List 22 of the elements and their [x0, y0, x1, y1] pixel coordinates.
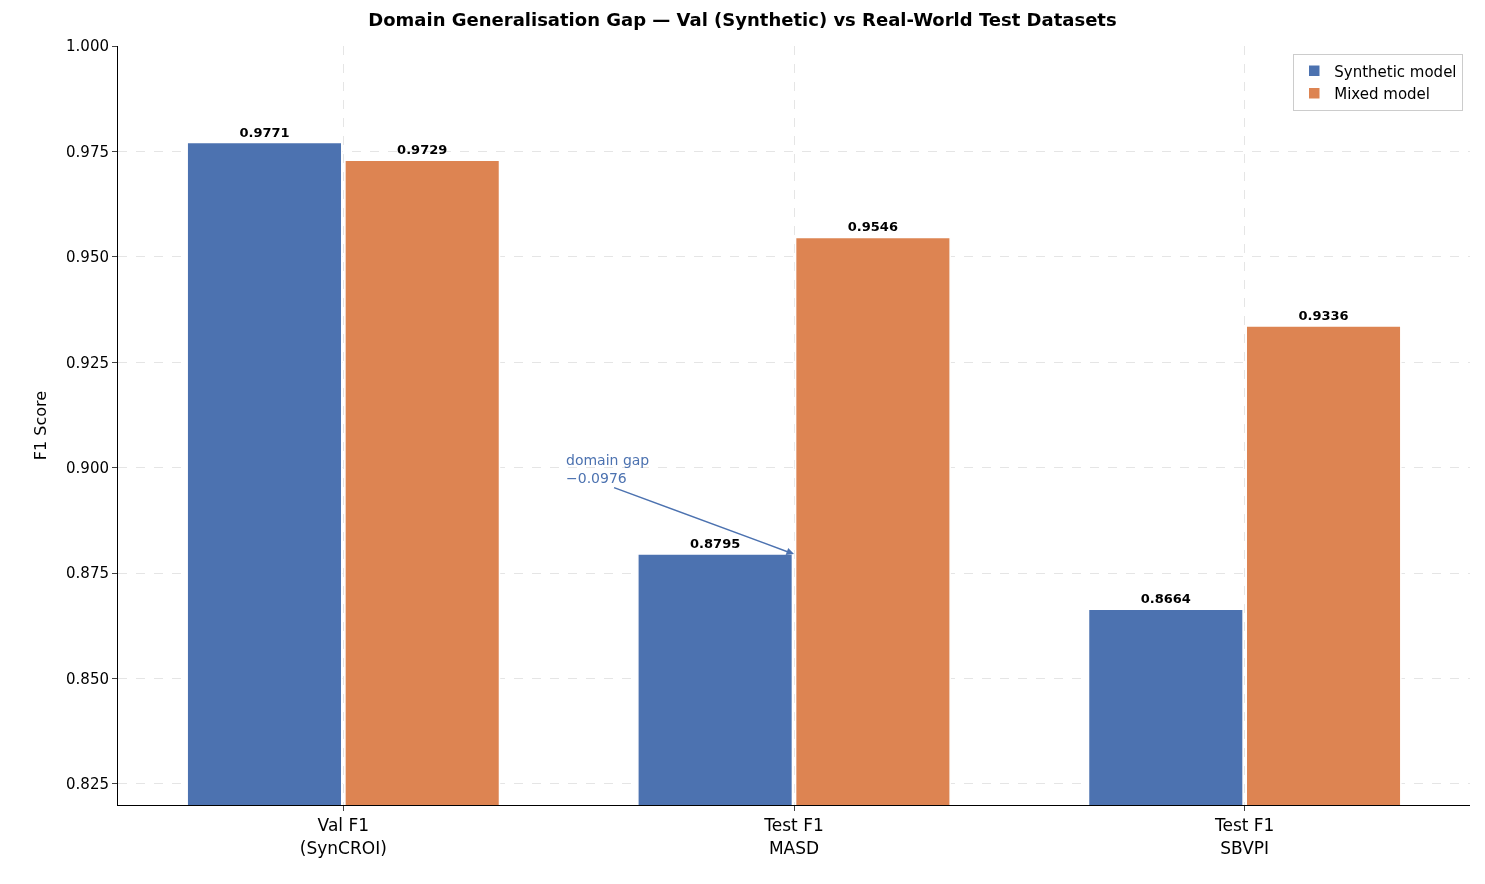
- y-axis-title: F1 Score: [30, 390, 50, 461]
- y-tick-label: 0.875: [66, 564, 109, 583]
- x-tick-label: Test F1 MASD: [763, 815, 824, 858]
- data-label: 0.9546: [847, 219, 898, 235]
- x-tick-label: Test F1 SBVPI: [1213, 815, 1275, 858]
- y-tick-label: 0.925: [66, 353, 109, 372]
- x-tick-label: Val F1 (SynCROI): [299, 815, 387, 858]
- y-tick-label: 0.825: [66, 775, 109, 794]
- y-tick-label: 0.850: [66, 669, 109, 688]
- data-label: 0.9729: [397, 142, 448, 158]
- data-label: 0.9771: [239, 124, 290, 140]
- data-label: 0.8795: [690, 536, 741, 552]
- data-label: 0.9336: [1298, 307, 1349, 323]
- y-tick-label: 0.975: [66, 142, 109, 161]
- chart-title: Domain Generalisation Gap — Val (Synthetic) vs Real-World Test Datasets: [368, 8, 1117, 30]
- legend-label: Mixed model: [1334, 85, 1430, 104]
- y-tick-label: 0.950: [66, 248, 109, 267]
- y-tick-label: 1.000: [66, 37, 109, 56]
- data-label: 0.8664: [1140, 591, 1191, 607]
- legend-label: Synthetic model: [1334, 62, 1457, 81]
- y-tick-label: 0.900: [66, 458, 109, 477]
- annotation: domain gap −0.0976: [566, 452, 650, 487]
